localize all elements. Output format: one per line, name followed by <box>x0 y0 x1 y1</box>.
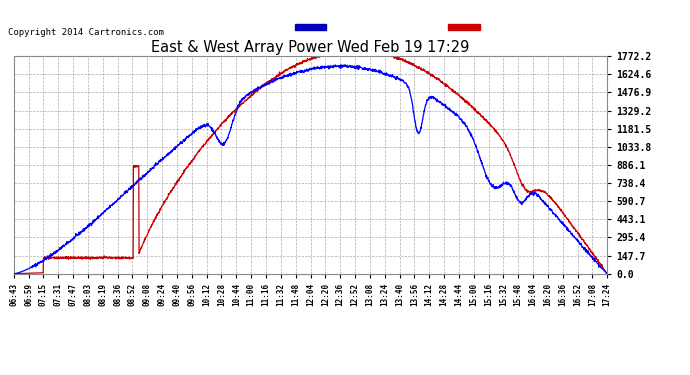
Text: Copyright 2014 Cartronics.com: Copyright 2014 Cartronics.com <box>8 28 164 37</box>
Legend: East Array  (DC Watts), West Array  (DC Watts): East Array (DC Watts), West Array (DC Wa… <box>293 22 602 34</box>
Title: East & West Array Power Wed Feb 19 17:29: East & West Array Power Wed Feb 19 17:29 <box>151 40 470 55</box>
